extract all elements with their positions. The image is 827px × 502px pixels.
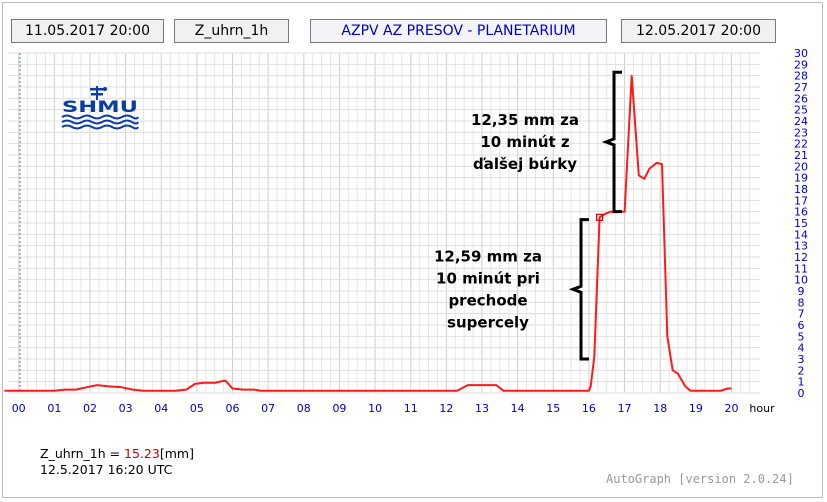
x-tick-label: 12 <box>439 402 453 415</box>
y-tick-label: 28 <box>794 70 808 83</box>
annotation-text-line: 12,35 mm za <box>471 111 579 129</box>
shmu-logo: SHMU <box>61 86 139 130</box>
y-tick-label: 7 <box>798 308 805 321</box>
y-tick-label: 15 <box>794 217 808 230</box>
y-tick-label: 26 <box>794 92 808 105</box>
y-tick-label: 3 <box>798 353 805 366</box>
readout-value: 15.23 <box>124 446 160 461</box>
y-tick-label: 20 <box>794 160 808 173</box>
x-tick-label: 20 <box>724 402 738 415</box>
y-tick-label: 24 <box>794 115 808 128</box>
x-tick-label: 15 <box>546 402 560 415</box>
readout-time: 12.5.2017 16:20 UTC <box>40 462 173 477</box>
y-tick-label: 16 <box>794 206 808 219</box>
y-tick-label: 8 <box>798 296 805 309</box>
variable-box: Z_uhrn_1h <box>174 19 289 43</box>
highlight-point-marker <box>596 213 604 221</box>
readout-line: Z_uhrn_1h = 15.23[mm] <box>40 446 194 461</box>
x-tick-label: 19 <box>689 402 703 415</box>
x-tick-label: 02 <box>83 402 97 415</box>
x-tick-label: 01 <box>47 402 61 415</box>
y-tick-label: 11 <box>794 262 808 275</box>
annotation-text-line: 12,59 mm za <box>434 247 542 265</box>
x-tick-label: 00 <box>12 402 26 415</box>
y-tick-label: 12 <box>794 251 808 264</box>
y-tick-label: 21 <box>794 149 808 162</box>
x-tick-label: 13 <box>475 402 489 415</box>
y-tick-label: 29 <box>794 58 808 71</box>
x-tick-label: 18 <box>653 402 667 415</box>
annotation-brace <box>601 70 622 214</box>
x-tick-label: 14 <box>511 402 525 415</box>
y-tick-label: 22 <box>794 138 808 151</box>
x-tick-label: 08 <box>297 402 311 415</box>
y-tick-label: 25 <box>794 104 808 117</box>
series-line <box>4 74 732 392</box>
x-axis-label: hour <box>749 402 775 415</box>
annotation-brace <box>568 218 589 361</box>
x-tick-label: 03 <box>119 402 133 415</box>
annotation-text-line: supercely <box>447 313 529 331</box>
y-tick-label: 2 <box>798 364 805 377</box>
station-box: AZPV AZ PRESOV - PLANETARIUM <box>310 19 607 43</box>
start-time-box: 11.05.2017 20:00 <box>11 19 164 43</box>
x-tick-label: 07 <box>261 402 275 415</box>
y-tick-label: 6 <box>798 319 805 332</box>
annotation-text-line: 10 minút z <box>480 133 570 151</box>
x-tick-label: 09 <box>332 402 346 415</box>
x-tick-label: 04 <box>154 402 168 415</box>
y-tick-label: 5 <box>798 330 805 343</box>
x-tick-label: 05 <box>190 402 204 415</box>
svg-text:SHMU: SHMU <box>62 97 138 116</box>
y-tick-label: 10 <box>794 274 808 287</box>
y-tick-label: 27 <box>794 81 808 94</box>
y-tick-label: 30 <box>794 47 808 60</box>
y-tick-label: 14 <box>794 228 808 241</box>
annotation-text-line: ďalšej búrky <box>473 155 577 173</box>
y-tick-label: 19 <box>794 172 808 185</box>
footer-version: AutoGraph [version 2.0.24] <box>606 472 794 486</box>
annotation-text-line: prechode <box>448 291 527 309</box>
x-tick-label: 06 <box>226 402 240 415</box>
y-tick-label: 13 <box>794 240 808 253</box>
x-tick-label: 10 <box>368 402 382 415</box>
readout-unit: [mm] <box>159 446 194 461</box>
y-tick-label: 9 <box>798 285 805 298</box>
x-tick-label: 17 <box>618 402 632 415</box>
y-tick-label: 23 <box>794 126 808 139</box>
annotation-text-line: 10 minút pri <box>436 269 540 287</box>
y-tick-label: 1 <box>798 376 805 389</box>
x-tick-label: 16 <box>582 402 596 415</box>
y-tick-label: 18 <box>794 183 808 196</box>
y-tick-label: 4 <box>798 342 805 355</box>
readout-label: Z_uhrn_1h = <box>40 446 125 461</box>
y-tick-label: 17 <box>794 194 808 207</box>
end-time-box: 12.05.2017 20:00 <box>621 19 776 43</box>
y-tick-label: 0 <box>798 387 805 400</box>
x-tick-label: 11 <box>404 402 418 415</box>
